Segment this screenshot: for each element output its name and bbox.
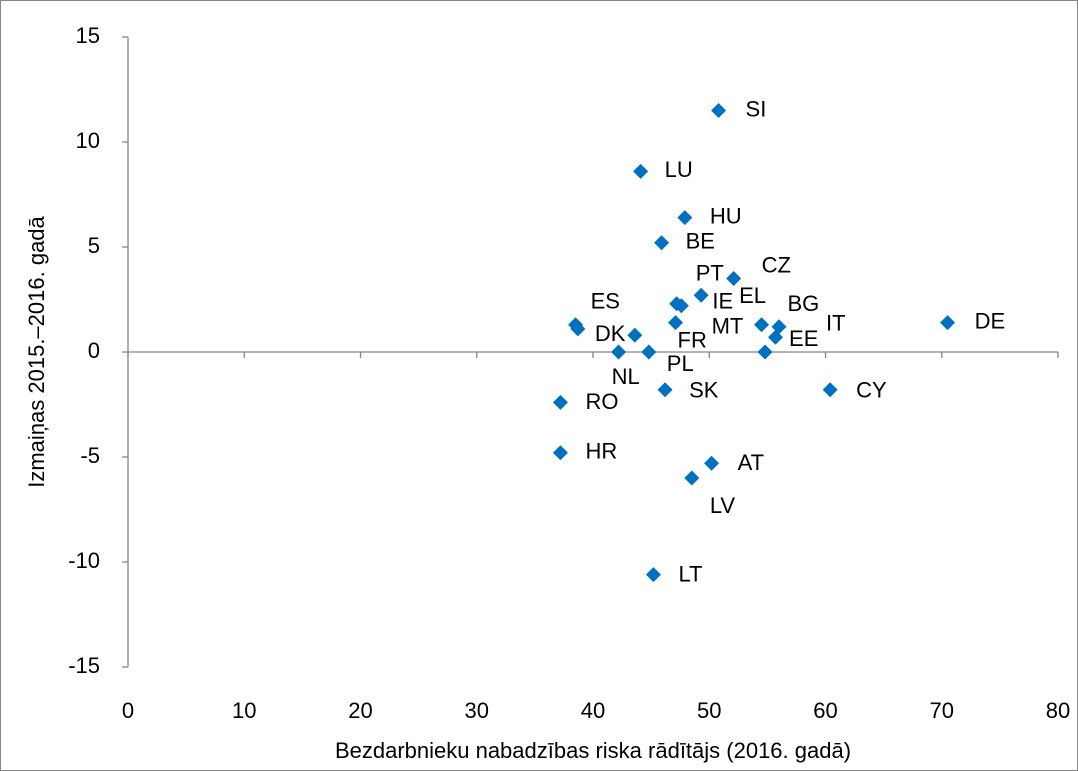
point bbox=[641, 344, 657, 360]
point-label: IE bbox=[712, 289, 733, 314]
point-label: CY bbox=[856, 378, 887, 403]
point bbox=[657, 382, 673, 398]
point-label: HU bbox=[710, 203, 742, 228]
point-label: AT bbox=[738, 450, 764, 475]
point-label: RO bbox=[585, 389, 618, 414]
point bbox=[693, 287, 709, 303]
point bbox=[611, 344, 627, 360]
x-tick-label: 20 bbox=[348, 698, 372, 723]
x-tick-label: 0 bbox=[122, 698, 134, 723]
point bbox=[940, 315, 956, 331]
point bbox=[633, 163, 649, 179]
point-label: PL bbox=[667, 351, 694, 376]
point bbox=[771, 319, 787, 335]
y-tick-label: 5 bbox=[88, 233, 100, 258]
x-tick-label: 70 bbox=[930, 698, 954, 723]
point bbox=[754, 317, 770, 333]
x-tick-label: 80 bbox=[1046, 698, 1070, 723]
point bbox=[570, 321, 586, 337]
y-tick-label: 0 bbox=[88, 338, 100, 363]
point-label: BG bbox=[788, 291, 820, 316]
point bbox=[552, 394, 568, 410]
point-label: MT bbox=[712, 314, 744, 339]
point bbox=[654, 235, 670, 251]
point bbox=[822, 382, 838, 398]
point-label: LT bbox=[678, 561, 702, 586]
point-label: ES bbox=[591, 289, 620, 314]
point-label: FR bbox=[678, 327, 707, 352]
x-tick-label: 50 bbox=[697, 698, 721, 723]
point-label: LU bbox=[665, 157, 693, 182]
x-axis-label: Bezdarbnieku nabadzības riska rādītājs (… bbox=[335, 738, 851, 763]
point bbox=[673, 298, 689, 314]
point-label: IT bbox=[826, 311, 846, 336]
x-tick-label: 40 bbox=[581, 698, 605, 723]
point-label: DK bbox=[595, 321, 626, 346]
point-label: DE bbox=[975, 308, 1006, 333]
x-tick-label: 30 bbox=[465, 698, 489, 723]
point-label: NL bbox=[612, 364, 640, 389]
x-tick-label: 60 bbox=[813, 698, 837, 723]
y-axis-label: Izmaiņas 2015.–2016. gadā bbox=[24, 215, 49, 487]
point bbox=[711, 103, 727, 118]
point-label: EE bbox=[789, 326, 818, 351]
point bbox=[684, 470, 700, 486]
point-label: HR bbox=[585, 439, 617, 464]
point-label: LV bbox=[710, 493, 736, 518]
point bbox=[757, 344, 773, 360]
point-label: SI bbox=[746, 96, 767, 121]
y-tick-label: -5 bbox=[80, 443, 100, 468]
y-tick-label: 15 bbox=[76, 23, 100, 48]
point-label: CZ bbox=[762, 252, 791, 277]
point bbox=[677, 210, 693, 226]
point-label: SK bbox=[689, 378, 719, 403]
point-label: EL bbox=[739, 283, 766, 308]
point bbox=[704, 455, 720, 471]
point bbox=[627, 327, 643, 343]
point bbox=[668, 315, 684, 331]
point bbox=[726, 271, 742, 286]
point-label: PT bbox=[696, 261, 724, 286]
point-label: BE bbox=[686, 229, 715, 254]
y-tick-label: -15 bbox=[68, 653, 100, 678]
y-tick-label: 10 bbox=[76, 128, 100, 153]
x-tick-label: 10 bbox=[232, 698, 256, 723]
point bbox=[645, 567, 661, 583]
y-tick-label: -10 bbox=[68, 548, 100, 573]
point bbox=[552, 445, 568, 461]
